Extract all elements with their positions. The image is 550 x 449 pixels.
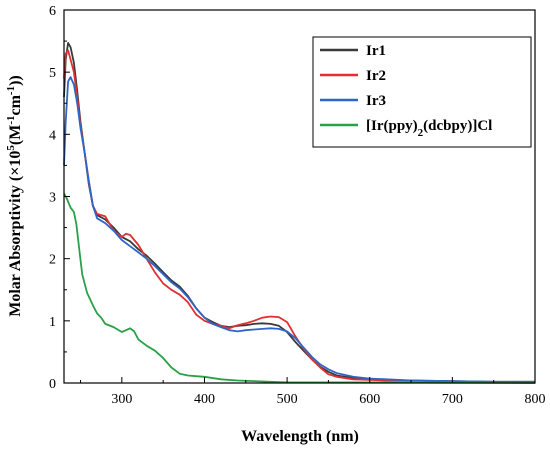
legend-label-complex: [Ir(ppy)2(dcbpy)]Cl <box>366 118 492 139</box>
x-tick-label: 500 <box>277 392 298 407</box>
y-axis-title: Molar Absorptivity (×105(M-1cm-1)) <box>5 75 24 317</box>
y-tick-label: 6 <box>49 4 56 19</box>
x-tick-label: 400 <box>194 392 215 407</box>
series-line-2 <box>63 76 535 383</box>
legend-label-ir3: Ir3 <box>366 93 386 109</box>
series-line-3 <box>63 192 536 384</box>
y-tick-label: 3 <box>49 191 56 206</box>
axes-layer: 300 400 500 600 700 800 0 1 2 3 4 5 6 <box>49 4 546 407</box>
y-tick-label: 5 <box>49 66 56 81</box>
legend: Ir1 Ir2 Ir3 [Ir(ppy)2(dcbpy)]Cl <box>312 36 532 148</box>
y-tick-label: 1 <box>49 315 56 330</box>
legend-label-ir2: Ir2 <box>366 68 386 84</box>
x-axis-title: Wavelength (nm) <box>241 428 359 445</box>
legend-label-ir1: Ir1 <box>366 43 386 59</box>
x-tick-label: 700 <box>442 392 463 407</box>
y-tick-label: 2 <box>49 253 56 268</box>
x-tick-label: 300 <box>111 392 132 407</box>
y-tick-label: 0 <box>49 377 56 392</box>
y-tick-label: 4 <box>49 128 56 143</box>
legend-box <box>312 36 532 148</box>
series-layer <box>63 42 536 384</box>
x-tick-label: 600 <box>359 392 380 407</box>
x-tick-label: 800 <box>525 392 546 407</box>
